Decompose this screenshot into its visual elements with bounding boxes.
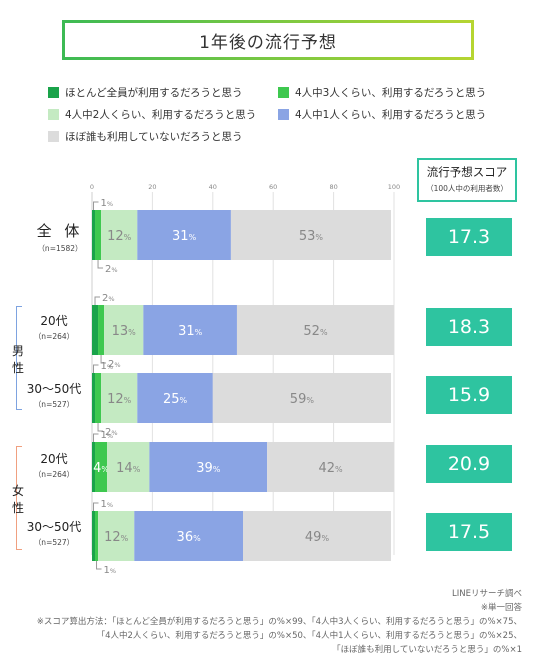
chart-title: 1年後の流行予想 [62, 20, 474, 60]
bar-seg-r2-s4 [212, 373, 391, 423]
bar-seg-r3-s1 [95, 442, 108, 492]
x-tick-label-60: 60 [269, 183, 277, 191]
bar-seg-r3-s2 [107, 442, 150, 492]
data-label-r3-s1: 4% [93, 461, 109, 476]
data-label-r2-s1: 2% [105, 427, 118, 438]
data-label-r4-s2: 12% [104, 530, 129, 545]
bar-seg-r3-s0 [92, 442, 96, 492]
legend-item-5: ほぼ誰も利用していないだろうと思う [48, 129, 243, 144]
row-label-female-20s: 20代 （n=264） [33, 452, 75, 479]
score-header-title: 流行予想スコア [426, 165, 508, 179]
bar-seg-r3-s4 [267, 442, 394, 492]
data-label-r2-s2: 12% [107, 392, 132, 407]
bar-seg-r4-s2 [98, 511, 135, 561]
data-label-r0-s1: 2% [105, 264, 118, 275]
leader-top-r2 [93, 364, 99, 373]
legend-item-1: ほとんど全員が利用するだろうと思う [48, 85, 243, 100]
data-label-r4-s1: 1% [104, 565, 117, 576]
bar-seg-r4-s4 [243, 511, 391, 561]
x-tick-label-80: 80 [329, 183, 337, 191]
bar-seg-r2-s0 [92, 373, 96, 423]
data-label-r1-s4: 52% [303, 324, 328, 339]
data-label-r4-s4: 49% [305, 530, 330, 545]
bar-seg-r1-s1 [98, 305, 105, 355]
data-label-r0-s0: 1% [101, 198, 114, 209]
formula-note-3: 「ほぼ誰も利用していないだろうと思う」の%×1 [332, 645, 522, 655]
single-answer-note: ※単一回答 [480, 603, 522, 613]
data-label-r3-s3: 39% [196, 461, 221, 476]
bar-seg-r0-s0 [92, 210, 96, 260]
bar-seg-r4-s1 [95, 511, 99, 561]
group-label-female: 女性 [11, 484, 24, 515]
data-label-r2-s0: 1% [101, 361, 114, 372]
row-label-male-30-50s: 30〜50代 （n=527） [26, 382, 82, 409]
x-tick-label-0: 0 [90, 183, 94, 191]
bar-seg-r2-s2 [101, 373, 138, 423]
score-total: 17.3 [426, 218, 512, 256]
legend-item-3: 4人中2人くらい、利用するだろうと思う [48, 107, 256, 122]
female-bracket [16, 446, 23, 550]
data-label-r0-s4: 53% [299, 229, 324, 244]
legend-swatch-3 [48, 109, 59, 120]
score-female-30-50s: 17.5 [426, 513, 512, 551]
legend-item-4: 4人中1人くらい、利用するだろうと思う [278, 107, 486, 122]
data-label-r4-s3: 36% [177, 530, 202, 545]
data-label-r2-s3: 25% [163, 392, 188, 407]
data-label-r3-s2: 14% [116, 461, 141, 476]
leader-top-r0 [93, 201, 99, 210]
leader-bottom-r2 [97, 423, 104, 432]
male-bracket [16, 306, 23, 410]
leader-bottom-r0 [97, 260, 104, 269]
bar-seg-r1-s3 [143, 305, 237, 355]
bar-seg-r2-s1 [95, 373, 102, 423]
bar-seg-r1-s4 [236, 305, 394, 355]
legend-swatch-4 [278, 109, 289, 120]
bar-seg-r3-s3 [149, 442, 268, 492]
data-label-r3-s0: 1% [101, 430, 114, 441]
legend-swatch-2 [278, 87, 289, 98]
data-label-r0-s3: 31% [172, 229, 197, 244]
legend-swatch-5 [48, 131, 59, 142]
score-header-subtitle: （100人中の利用者数） [426, 184, 508, 193]
formula-note-2: 「4人中2人くらい、利用するだろうと思う」の%×50、「4人中1人くらい、利用す… [96, 631, 522, 641]
leader-top-r4 [93, 502, 99, 511]
data-label-r1-s0: 2% [102, 293, 115, 304]
leader-bottom-r1 [100, 355, 107, 364]
score-male-20s: 18.3 [426, 308, 512, 346]
data-label-r4-s0: 1% [101, 499, 114, 510]
formula-note-1: ※スコア算出方法：「ほとんど全員が利用するだろうと思う」の%×99、「4人中3人… [36, 617, 522, 627]
score-female-20s: 20.9 [426, 445, 512, 483]
bar-seg-r0-s1 [95, 210, 102, 260]
bar-seg-r1-s2 [104, 305, 144, 355]
data-label-r1-s3: 31% [178, 324, 203, 339]
data-label-r2-s4: 59% [290, 392, 315, 407]
bar-seg-r0-s3 [137, 210, 231, 260]
bar-seg-r1-s0 [92, 305, 99, 355]
score-male-30-50s: 15.9 [426, 376, 512, 414]
x-tick-label-100: 100 [388, 183, 400, 191]
leader-top-r1 [94, 296, 101, 305]
bar-seg-r2-s3 [137, 373, 213, 423]
bar-seg-r4-s3 [134, 511, 243, 561]
row-label-male-20s: 20代 （n=264） [33, 314, 75, 341]
data-label-r1-s2: 13% [112, 324, 137, 339]
bar-seg-r4-s0 [92, 511, 96, 561]
data-label-r0-s2: 12% [107, 229, 132, 244]
leader-bottom-r4 [96, 561, 102, 570]
score-header: 流行予想スコア （100人中の利用者数） [417, 158, 517, 202]
x-tick-label-20: 20 [148, 183, 156, 191]
leader-top-r3 [93, 433, 99, 442]
source-note: LINEリサーチ調べ [452, 589, 522, 599]
row-label-female-30-50s: 30〜50代 （n=527） [26, 520, 82, 547]
bar-seg-r0-s4 [230, 210, 391, 260]
legend-swatch-1 [48, 87, 59, 98]
data-label-r1-s1: 2% [108, 359, 121, 370]
bar-seg-r0-s2 [101, 210, 138, 260]
data-label-r3-s4: 42% [319, 461, 344, 476]
legend-item-2: 4人中3人くらい、利用するだろうと思う [278, 85, 486, 100]
row-label-total: 全 体 （n=1582） [36, 222, 84, 253]
group-label-male: 男性 [11, 344, 24, 375]
x-tick-label-40: 40 [209, 183, 217, 191]
